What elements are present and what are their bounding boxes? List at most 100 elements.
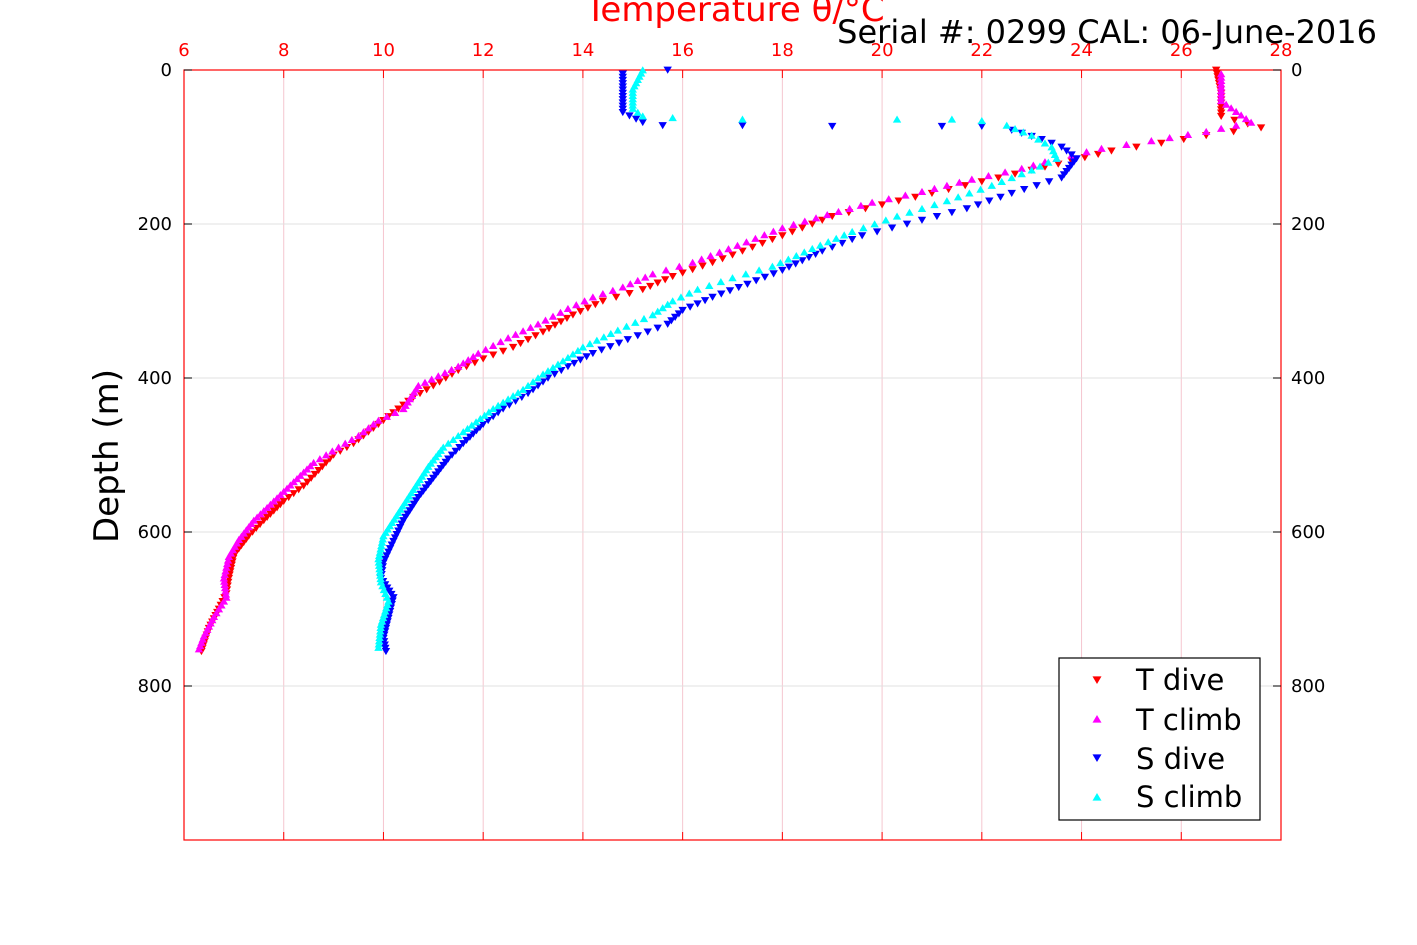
data-point	[563, 353, 573, 361]
data-point	[947, 115, 957, 123]
data-point	[1027, 166, 1036, 174]
data-point	[901, 191, 910, 199]
x-tick-label: 28	[1270, 40, 1293, 61]
data-point	[724, 245, 733, 253]
data-point	[733, 241, 742, 249]
data-point	[526, 323, 535, 331]
data-point	[942, 181, 952, 189]
data-point	[389, 537, 398, 546]
data-point	[480, 411, 489, 419]
data-point	[488, 341, 498, 350]
data-point	[582, 353, 591, 361]
legend-box	[1058, 657, 1261, 821]
data-point	[221, 587, 230, 595]
data-point	[668, 113, 677, 122]
data-point	[973, 201, 983, 209]
data-point	[738, 122, 747, 130]
data-point	[832, 234, 841, 242]
legend-label-s-dive: S dive	[1136, 742, 1225, 776]
data-point	[550, 321, 560, 329]
data-point	[375, 633, 384, 641]
data-point	[548, 363, 558, 371]
data-point	[557, 366, 566, 375]
data-point	[811, 214, 821, 222]
data-point	[576, 356, 585, 364]
data-point	[518, 385, 528, 393]
legend-marker	[1092, 676, 1102, 685]
data-point	[382, 552, 391, 560]
data-point	[194, 645, 204, 653]
data-point	[768, 262, 777, 270]
data-point	[563, 304, 573, 313]
data-point	[1010, 124, 1020, 133]
data-point	[668, 273, 677, 281]
data-point	[1157, 139, 1166, 147]
series-t-climb	[194, 70, 1256, 653]
data-point	[422, 386, 431, 394]
data-point	[911, 193, 920, 201]
series-t-dive	[197, 66, 1266, 656]
data-point	[653, 307, 662, 315]
legend-label-s-climb: S climb	[1136, 780, 1242, 814]
data-point	[498, 347, 508, 355]
data-point	[1236, 111, 1246, 119]
data-point	[354, 431, 363, 440]
data-point	[1052, 154, 1061, 162]
y-tick-label: 400	[138, 368, 172, 389]
data-point	[375, 630, 385, 638]
data-point	[789, 220, 798, 228]
data-point	[894, 197, 903, 205]
data-point	[698, 262, 707, 270]
data-point	[538, 328, 548, 336]
data-point	[508, 392, 518, 400]
data-point	[606, 329, 616, 338]
data-points	[194, 66, 1266, 656]
data-point	[892, 115, 902, 123]
data-point	[1256, 124, 1266, 132]
data-point	[440, 369, 450, 377]
data-point	[496, 338, 505, 346]
data-point	[823, 210, 832, 219]
data-point	[588, 350, 598, 358]
data-point	[1226, 104, 1236, 112]
data-point	[1029, 161, 1038, 169]
data-point	[484, 408, 494, 416]
data-point	[553, 360, 563, 368]
data-point	[569, 359, 579, 367]
data-point	[1017, 164, 1026, 172]
data-point	[598, 297, 608, 305]
data-point	[548, 312, 558, 320]
data-point	[374, 640, 384, 648]
plot-frame	[183, 69, 1282, 841]
data-point	[511, 330, 520, 338]
x-tick-label: 14	[571, 40, 594, 61]
data-point	[1093, 150, 1103, 158]
data-point	[459, 428, 468, 436]
data-point	[626, 280, 635, 288]
data-point	[648, 311, 657, 319]
data-point	[917, 204, 927, 212]
data-point	[289, 490, 298, 498]
data-point	[1080, 154, 1090, 162]
data-point	[503, 334, 513, 342]
data-point	[693, 285, 702, 293]
data-point	[778, 224, 787, 232]
data-point	[511, 397, 520, 405]
data-point	[1027, 131, 1036, 139]
data-point	[967, 175, 977, 183]
data-point	[376, 545, 385, 553]
data-point	[384, 548, 393, 556]
data-point	[608, 286, 618, 294]
data-point	[303, 478, 312, 486]
data-point	[374, 637, 384, 645]
data-point	[1183, 130, 1193, 139]
data-point	[688, 266, 697, 274]
data-point	[321, 451, 331, 459]
data-point	[663, 320, 672, 328]
data-point	[631, 115, 641, 123]
series-s-climb	[374, 66, 1061, 651]
data-point	[476, 414, 485, 423]
data-point	[660, 276, 670, 284]
data-point	[1032, 182, 1041, 190]
